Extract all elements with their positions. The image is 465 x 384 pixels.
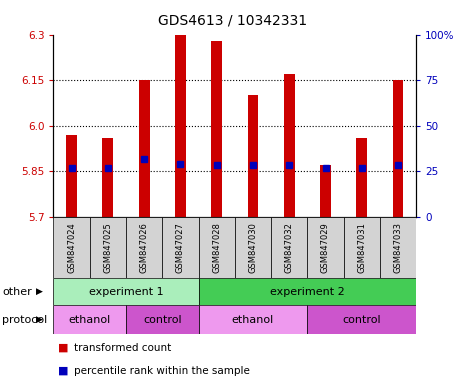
Text: GSM847027: GSM847027: [176, 222, 185, 273]
Bar: [344, 217, 380, 278]
Bar: [199, 305, 307, 334]
Bar: [66, 135, 77, 217]
Text: GSM847033: GSM847033: [393, 222, 403, 273]
Text: GSM847024: GSM847024: [67, 222, 76, 273]
Text: ethanol: ethanol: [69, 314, 111, 325]
Bar: [162, 217, 199, 278]
Bar: [380, 217, 416, 278]
Text: GSM847031: GSM847031: [357, 222, 366, 273]
Text: ▶: ▶: [36, 315, 43, 324]
Bar: [235, 217, 271, 278]
Bar: [356, 138, 367, 217]
Text: GSM847029: GSM847029: [321, 222, 330, 273]
Text: percentile rank within the sample: percentile rank within the sample: [74, 366, 250, 376]
Text: experiment 1: experiment 1: [89, 287, 163, 297]
Text: ethanol: ethanol: [232, 314, 274, 325]
Bar: [284, 74, 295, 217]
Text: control: control: [342, 314, 381, 325]
Bar: [271, 217, 307, 278]
Bar: [175, 35, 186, 217]
Text: transformed count: transformed count: [74, 343, 172, 353]
Bar: [90, 217, 126, 278]
Text: protocol: protocol: [2, 314, 47, 325]
Text: other: other: [2, 287, 32, 297]
Bar: [199, 278, 416, 305]
Bar: [392, 80, 404, 217]
Text: experiment 2: experiment 2: [270, 287, 345, 297]
Text: GSM847028: GSM847028: [212, 222, 221, 273]
Bar: [53, 278, 199, 305]
Bar: [126, 305, 199, 334]
Text: ■: ■: [58, 366, 69, 376]
Bar: [139, 80, 150, 217]
Text: GSM847026: GSM847026: [140, 222, 149, 273]
Text: GSM847030: GSM847030: [248, 222, 258, 273]
Bar: [102, 138, 113, 217]
Text: control: control: [143, 314, 182, 325]
Bar: [307, 217, 344, 278]
Bar: [53, 217, 90, 278]
Text: GDS4613 / 10342331: GDS4613 / 10342331: [158, 13, 307, 27]
Bar: [247, 95, 259, 217]
Bar: [307, 305, 416, 334]
Text: ■: ■: [58, 343, 69, 353]
Text: GSM847025: GSM847025: [103, 222, 113, 273]
Bar: [53, 305, 126, 334]
Bar: [199, 217, 235, 278]
Bar: [126, 217, 162, 278]
Text: ▶: ▶: [36, 287, 43, 296]
Bar: [320, 165, 331, 217]
Text: GSM847032: GSM847032: [285, 222, 294, 273]
Bar: [211, 41, 222, 217]
